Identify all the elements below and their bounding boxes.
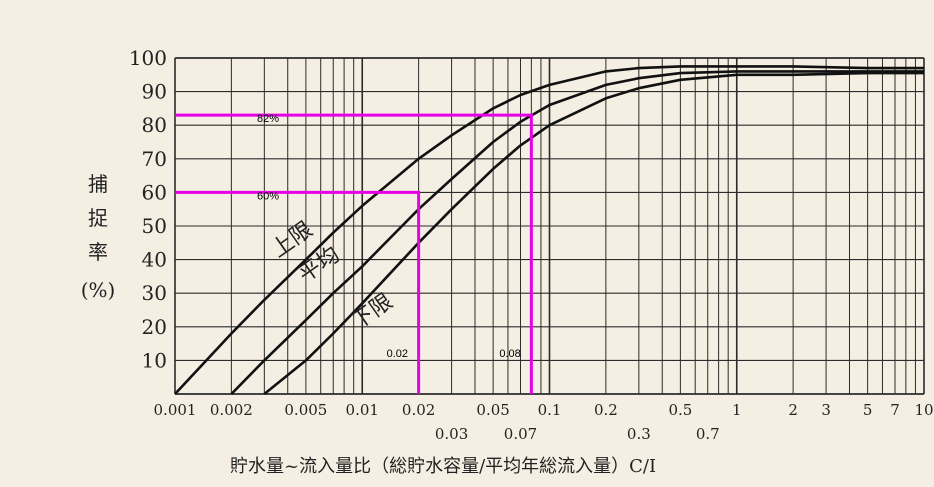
annotation-guide: [175, 190, 421, 394]
y-tick-label: 70: [142, 147, 167, 171]
x-tick-label-row2: 0.03: [435, 425, 468, 443]
annotation-y-label: 82%: [257, 113, 279, 125]
y-axis-label-char: (%): [81, 278, 116, 302]
x-tick-label: 5: [863, 401, 873, 419]
x-tick-label: 0.002: [210, 401, 253, 419]
annotation-x-label: 0.08: [499, 348, 520, 360]
x-tick-label: 0.5: [668, 401, 692, 419]
x-tick-label: 10: [914, 401, 933, 419]
y-axis-label-char: 捕: [88, 172, 108, 196]
x-tick-label: 0.01: [346, 401, 379, 419]
tick-labels: 10 20 30 40 50 60 70 80 90 100 0.001 0.002 0.005 0.01…: [129, 46, 934, 443]
x-tick-label: 3: [821, 401, 831, 419]
annotations: 82% 0.08 60% 0.02: [175, 113, 533, 394]
gridlines: [174, 57, 925, 395]
y-tick-label: 10: [142, 348, 167, 372]
y-tick-label: 60: [142, 180, 167, 204]
y-tick-label: 50: [142, 214, 167, 238]
x-tick-label: 0.05: [476, 401, 509, 419]
annotation-y-label: 60%: [257, 190, 279, 202]
y-axis-label: 捕捉率 (%): [81, 172, 116, 302]
x-tick-label-row2: 0.3: [627, 425, 651, 443]
x-tick-label: 0.1: [538, 401, 562, 419]
series-line-下限: [263, 71, 924, 396]
x-tick-label: 0.005: [284, 401, 327, 419]
x-tick-label: 2: [788, 401, 798, 419]
x-axis-label: 貯水量~流入量比（総貯水容量/平均年総流入量）C/I: [230, 456, 656, 477]
y-tick-label: 80: [142, 113, 167, 137]
x-tick-label-row2: 0.07: [504, 425, 537, 443]
y-axis-label-char: 率: [88, 240, 108, 264]
x-tick-label-row2: 0.7: [696, 425, 720, 443]
x-tick-label: 0.001: [154, 401, 197, 419]
series-line-上限: [174, 65, 924, 395]
x-tick-label: 7: [890, 401, 900, 419]
y-tick-label: 100: [129, 46, 167, 70]
x-tick-label: 0.02: [402, 401, 435, 419]
series-line-平均: [230, 70, 924, 395]
curve-label-平均: 平均: [294, 242, 344, 288]
y-tick-label: 20: [142, 315, 167, 339]
y-axis-label-char: 捉: [88, 206, 108, 230]
y-tick-label: 30: [142, 281, 167, 305]
y-tick-label: 40: [142, 248, 167, 272]
annotation-x-label: 0.02: [387, 348, 408, 360]
annotation-guide: [175, 113, 533, 394]
x-tick-label: 0.2: [594, 401, 618, 419]
curve-label-下限: 下限: [347, 289, 397, 335]
series-lines: [174, 65, 924, 396]
x-tick-label: 1: [732, 401, 742, 419]
y-tick-label: 90: [142, 80, 167, 104]
